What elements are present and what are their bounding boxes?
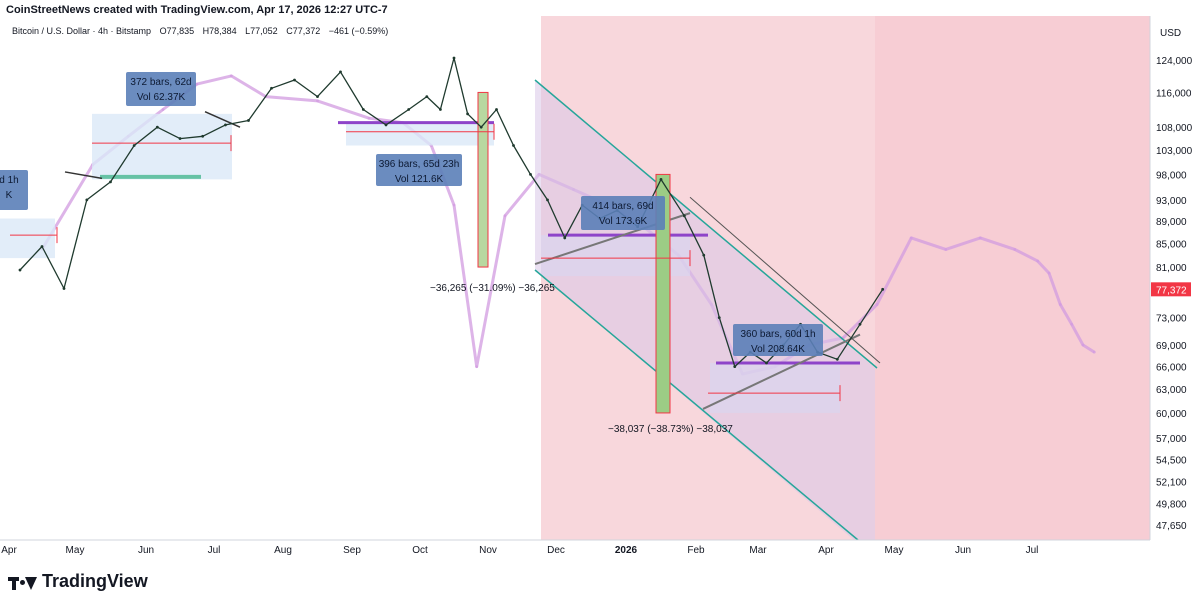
measure-box-1 bbox=[0, 218, 55, 259]
trend-line-2 bbox=[204, 110, 241, 128]
annotation-box-5 bbox=[733, 324, 823, 356]
measure-label-1: −36,265 (−31.09%) −36,265 bbox=[430, 283, 555, 294]
annotation-text-4-1: 414 bars, 69d bbox=[592, 201, 653, 212]
chart-credit: CoinStreetNews created with TradingView.… bbox=[6, 4, 388, 16]
y-tick-label: 60,000 bbox=[1156, 409, 1187, 420]
y-tick-label: 124,000 bbox=[1156, 56, 1193, 67]
annotation-text-1-1: d 1h bbox=[0, 175, 19, 186]
x-tick-label: Dec bbox=[547, 545, 565, 556]
tradingview-logo-icon bbox=[8, 574, 37, 590]
y-tick-label: 89,000 bbox=[1156, 217, 1187, 228]
y-tick-label: 103,000 bbox=[1156, 146, 1193, 157]
x-tick-label: Jun bbox=[955, 545, 971, 556]
x-tick-label: Jul bbox=[1026, 545, 1039, 556]
y-tick-label: 93,000 bbox=[1156, 196, 1187, 207]
x-tick-label: May bbox=[885, 545, 904, 556]
drop-bar-2 bbox=[655, 173, 671, 414]
brand-footer: TradingView bbox=[8, 571, 148, 592]
x-tick-label: May bbox=[66, 545, 85, 556]
trend-line-4 bbox=[702, 333, 861, 410]
x-tick-label: Jul bbox=[208, 545, 221, 556]
x-tick-label: Apr bbox=[1, 545, 17, 556]
y-tick-label: 81,000 bbox=[1156, 263, 1187, 274]
ohlc-open: O77,835 bbox=[159, 26, 195, 36]
channel-lower-line bbox=[534, 269, 859, 541]
drop-bar-1 bbox=[477, 91, 489, 268]
ohlc-low: L77,052 bbox=[245, 26, 278, 36]
x-tick-label: Sep bbox=[343, 545, 361, 556]
y-tick-label: 116,000 bbox=[1156, 88, 1192, 99]
annotation-text-4-2: Vol 173.6K bbox=[599, 216, 648, 227]
annotation-text-2-1: 372 bars, 62d bbox=[130, 77, 191, 88]
price-chart[interactable]: d 1h K 372 bars, 62d Vol 62.37K 396 bars, 65… bbox=[0, 16, 1200, 566]
x-tick-label: Nov bbox=[479, 545, 497, 556]
x-tick-label: Feb bbox=[687, 545, 705, 556]
annotation-box-2 bbox=[126, 72, 196, 106]
annotation-text-1-2: K bbox=[6, 190, 13, 201]
annotation-text-2-2: Vol 62.37K bbox=[137, 92, 186, 103]
x-tick-label: Mar bbox=[749, 545, 767, 556]
measure-box-3 bbox=[346, 122, 494, 146]
annotation-text-5-2: Vol 208.64K bbox=[751, 344, 805, 355]
y-tick-label: 69,000 bbox=[1156, 341, 1187, 352]
y-tick-label: 52,100 bbox=[1156, 478, 1187, 489]
symbol-name: Bitcoin / U.S. Dollar · 4h · Bitstamp bbox=[12, 26, 152, 36]
last-price-tag bbox=[1151, 282, 1191, 297]
symbol-info[interactable]: Bitcoin / U.S. Dollar · 4h · Bitstamp O7… bbox=[12, 26, 388, 36]
y-tick-label: 49,800 bbox=[1156, 500, 1187, 511]
channel-upper-line bbox=[534, 79, 878, 369]
y-tick-label: 66,000 bbox=[1156, 363, 1187, 374]
ohlc-close: C77,372 bbox=[286, 26, 321, 36]
price-series-line bbox=[19, 57, 884, 368]
ohlc-high: H78,384 bbox=[202, 26, 237, 36]
currency-label: USD bbox=[1160, 28, 1181, 39]
annotation-text-3-2: Vol 121.6K bbox=[395, 174, 444, 185]
annotation-box-4 bbox=[581, 196, 665, 230]
price-series bbox=[18, 56, 885, 369]
highlight-zone-right bbox=[875, 16, 1150, 540]
y-tick-label: 47,650 bbox=[1156, 521, 1187, 532]
y-tick-label: 98,000 bbox=[1156, 170, 1187, 181]
y-tick-label: 73,000 bbox=[1156, 314, 1187, 325]
x-tick-label: Oct bbox=[412, 545, 428, 556]
ohlc-change: −461 (−0.59%) bbox=[328, 26, 389, 36]
annotation-text-5-1: 360 bars, 60d 1h bbox=[740, 329, 815, 340]
brand-name: TradingView bbox=[42, 571, 148, 591]
drawing-tools[interactable] bbox=[0, 79, 881, 541]
x-tick-label: Jun bbox=[138, 545, 154, 556]
y-tick-label: 63,000 bbox=[1156, 385, 1187, 396]
x-tick-label: 2026 bbox=[615, 545, 638, 556]
trend-line-5 bbox=[689, 196, 881, 364]
annotation-labels: d 1h K 372 bars, 62d Vol 62.37K 396 bars, 65… bbox=[0, 72, 823, 435]
x-tick-label: Apr bbox=[818, 545, 834, 556]
trend-line-1 bbox=[64, 171, 103, 180]
channel-fill bbox=[535, 80, 875, 540]
y-tick-label: 108,000 bbox=[1156, 123, 1193, 134]
measure-box-2 bbox=[92, 113, 232, 180]
annotation-text-3-1: 396 bars, 65d 23h bbox=[379, 159, 460, 170]
y-tick-label: 54,500 bbox=[1156, 456, 1187, 467]
annotation-box-1 bbox=[0, 170, 28, 210]
y-tick-label: 57,000 bbox=[1156, 434, 1187, 445]
x-tick-label: Aug bbox=[274, 545, 292, 556]
y-tick-label: 85,000 bbox=[1156, 240, 1187, 251]
annotation-box-3 bbox=[376, 154, 462, 186]
measure-label-2: −38,037 (−38.73%) −38,037 bbox=[608, 424, 733, 435]
axes: USD 124,000 116,000 108,000 103,000 98,000 93,… bbox=[0, 16, 1193, 556]
last-price-label: 77,372 bbox=[1156, 285, 1187, 296]
